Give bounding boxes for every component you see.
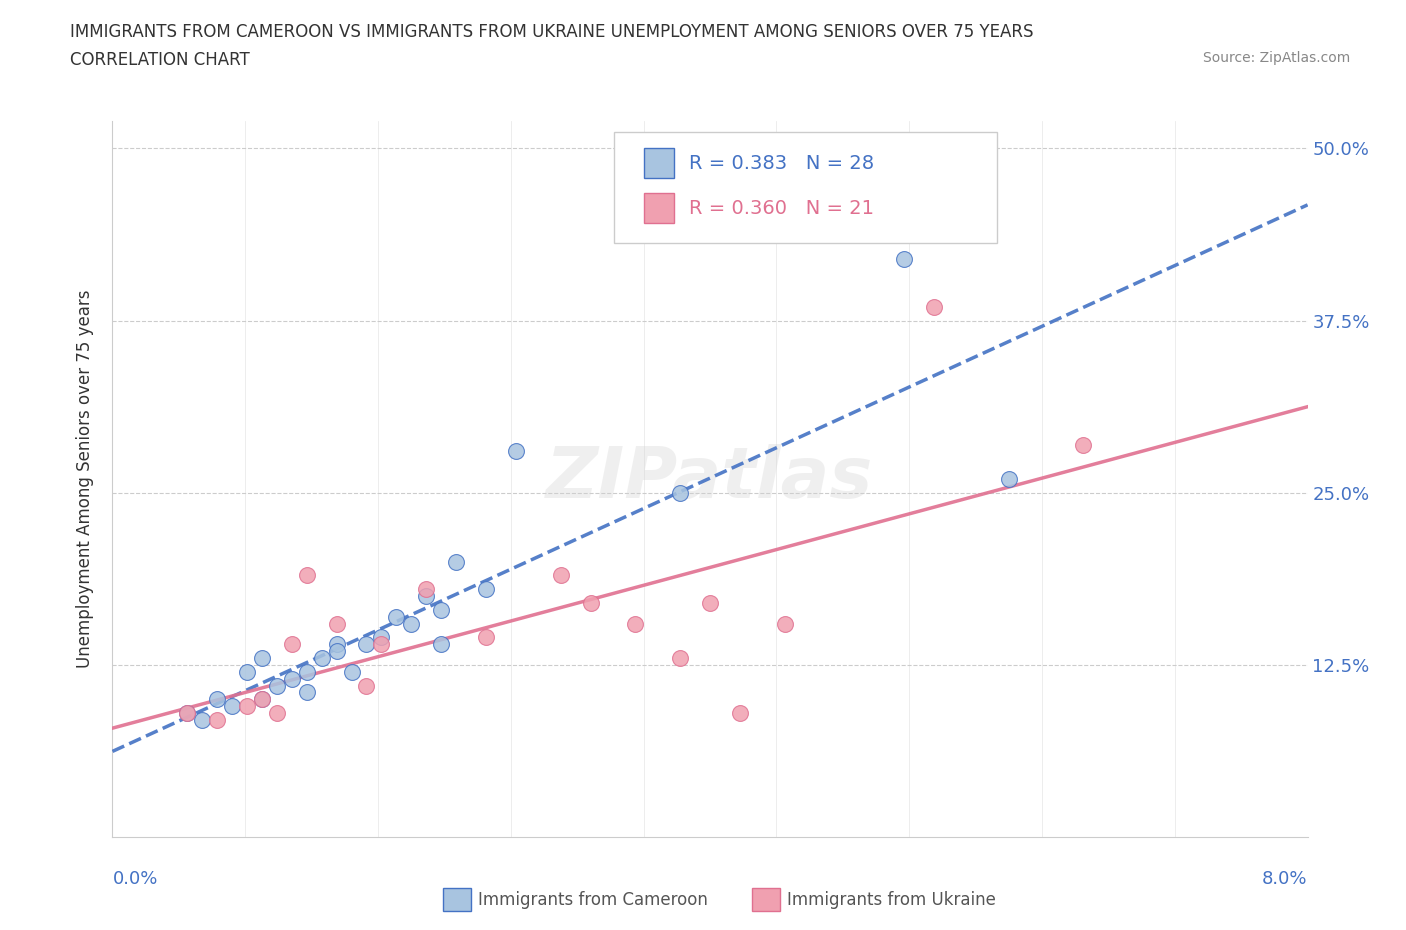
Point (191, 712, 214, 727)
Point (773, 616, 796, 631)
Point (266, 678, 288, 693)
Point (669, 485, 692, 500)
Point (922, 299, 945, 314)
Point (281, 637, 304, 652)
Point (415, 589, 437, 604)
FancyBboxPatch shape (614, 132, 997, 243)
Text: R = 0.383   N = 28: R = 0.383 N = 28 (689, 153, 873, 173)
Point (415, 581, 437, 596)
FancyBboxPatch shape (644, 193, 675, 223)
Point (295, 685, 318, 700)
Text: Immigrants from Ukraine: Immigrants from Ukraine (787, 891, 997, 910)
Point (205, 712, 228, 727)
Point (699, 595, 721, 610)
Point (236, 698, 259, 713)
Point (728, 706, 751, 721)
Text: 0.0%: 0.0% (112, 870, 157, 888)
Point (893, 251, 915, 266)
Point (1073, 437, 1095, 452)
Point (250, 651, 273, 666)
Point (176, 706, 198, 721)
Point (295, 664, 318, 679)
Text: 8.0%: 8.0% (1263, 870, 1308, 888)
Point (370, 637, 392, 652)
Point (430, 637, 453, 652)
Point (295, 568, 318, 583)
Point (325, 644, 347, 658)
Point (444, 554, 467, 569)
Point (176, 706, 198, 721)
Point (401, 616, 423, 631)
Point (205, 692, 228, 707)
Point (669, 651, 692, 666)
Text: R = 0.360   N = 21: R = 0.360 N = 21 (689, 199, 873, 218)
Point (250, 692, 273, 707)
Text: Immigrants from Cameroon: Immigrants from Cameroon (478, 891, 707, 910)
Point (340, 664, 363, 679)
Point (325, 616, 347, 631)
Point (356, 637, 378, 652)
Point (370, 630, 392, 644)
Point (325, 637, 347, 652)
Point (430, 603, 453, 618)
Point (998, 472, 1021, 486)
Point (385, 609, 408, 624)
Text: IMMIGRANTS FROM CAMEROON VS IMMIGRANTS FROM UKRAINE UNEMPLOYMENT AMONG SENIORS O: IMMIGRANTS FROM CAMEROON VS IMMIGRANTS F… (70, 23, 1033, 41)
Point (250, 692, 273, 707)
Y-axis label: Unemployment Among Seniors over 75 years: Unemployment Among Seniors over 75 years (76, 290, 94, 668)
Point (475, 630, 498, 644)
Text: CORRELATION CHART: CORRELATION CHART (70, 51, 250, 69)
Point (624, 616, 647, 631)
Text: Source: ZipAtlas.com: Source: ZipAtlas.com (1202, 51, 1350, 65)
Point (579, 595, 602, 610)
Point (236, 664, 259, 679)
Point (281, 671, 304, 686)
Point (505, 444, 527, 458)
Text: ZIPatlas: ZIPatlas (547, 445, 873, 513)
Point (356, 678, 378, 693)
FancyBboxPatch shape (644, 148, 675, 179)
Point (266, 706, 288, 721)
Point (311, 651, 333, 666)
Point (550, 568, 572, 583)
Point (221, 698, 243, 713)
Point (475, 581, 498, 596)
